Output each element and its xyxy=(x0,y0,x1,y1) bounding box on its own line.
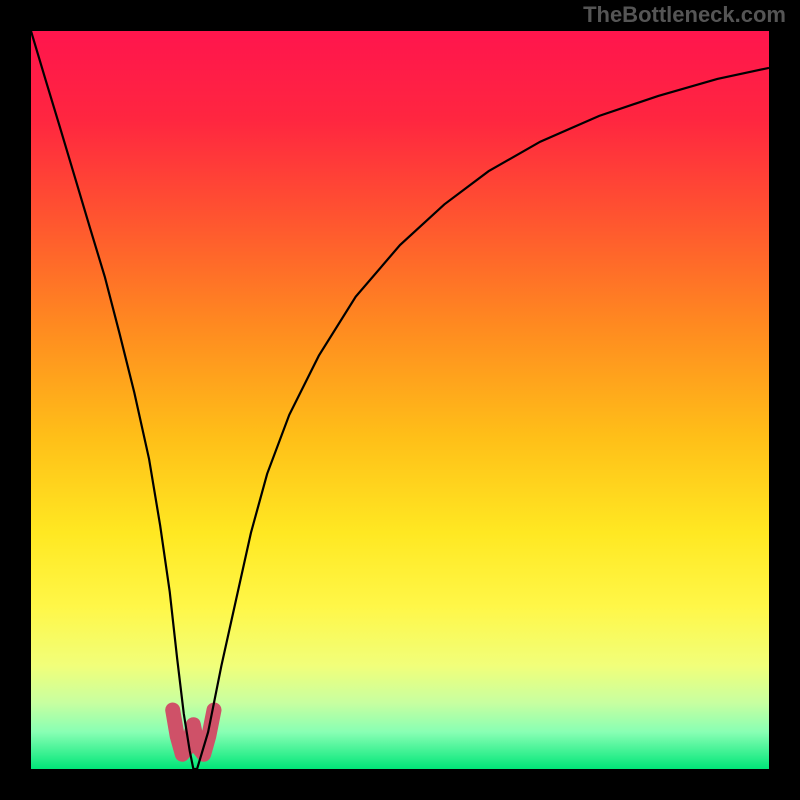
chart-frame: TheBottleneck.com xyxy=(0,0,800,800)
watermark-label: TheBottleneck.com xyxy=(583,2,786,28)
plot-area xyxy=(31,31,769,769)
gradient-background xyxy=(31,31,769,769)
plot-svg xyxy=(31,31,769,769)
